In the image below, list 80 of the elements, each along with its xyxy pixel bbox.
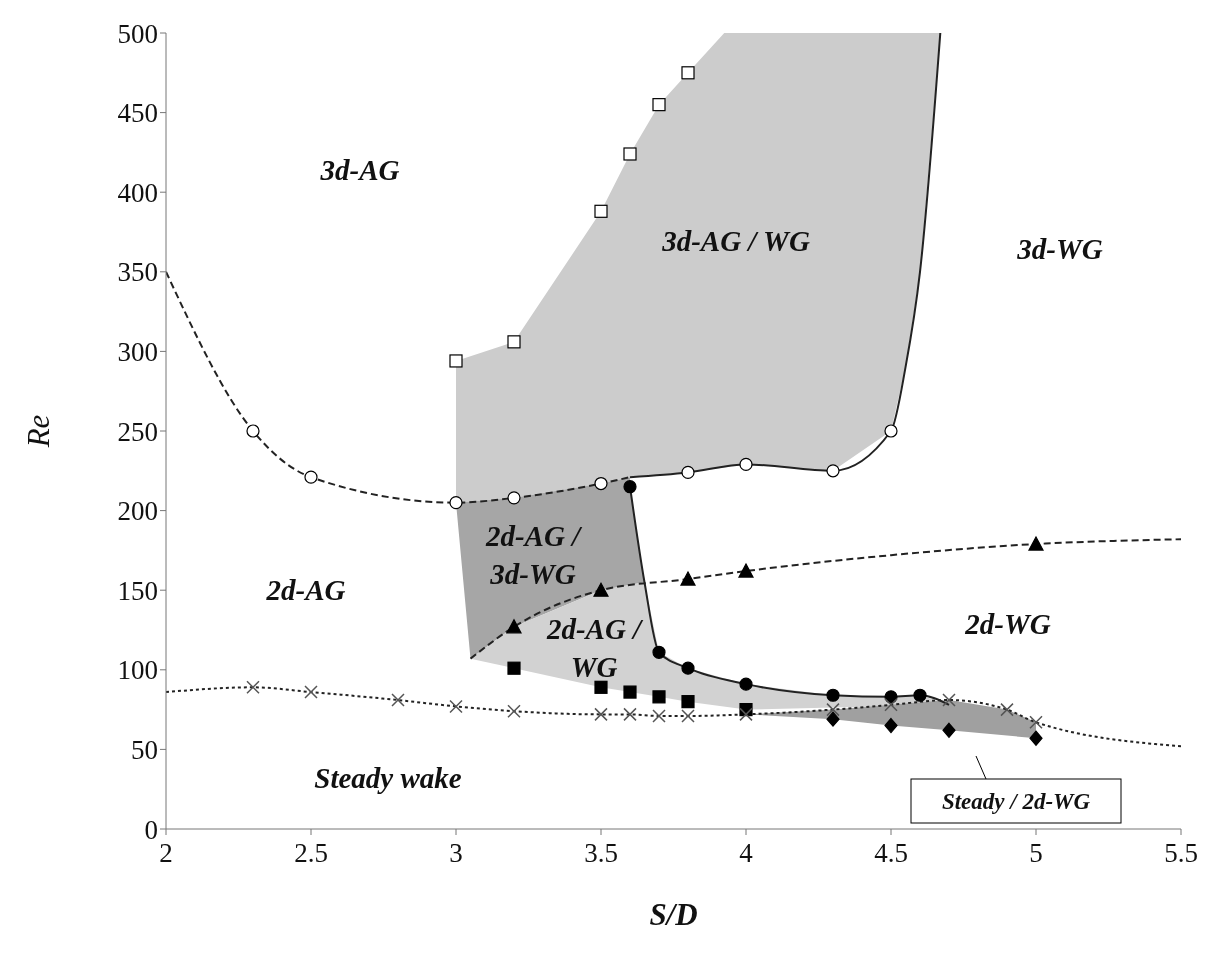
point bbox=[738, 563, 754, 578]
point bbox=[913, 688, 927, 702]
y-tick-label: 50 bbox=[131, 734, 158, 765]
y-axis-title: Re bbox=[21, 414, 57, 449]
point bbox=[246, 424, 260, 438]
point bbox=[507, 491, 521, 505]
point bbox=[1029, 730, 1043, 746]
point bbox=[507, 661, 521, 675]
point bbox=[681, 695, 695, 709]
point bbox=[884, 717, 898, 734]
point bbox=[826, 702, 840, 717]
y-tick-label: 300 bbox=[117, 336, 158, 367]
point bbox=[507, 704, 521, 718]
point bbox=[826, 464, 840, 478]
point bbox=[681, 465, 695, 479]
annotation: 2d-AG / 3d-WG bbox=[484, 520, 584, 590]
annotation: 3d-AG / WG bbox=[661, 225, 810, 257]
y-tick-label: 150 bbox=[117, 575, 158, 606]
point bbox=[449, 354, 463, 368]
point bbox=[623, 147, 637, 161]
point bbox=[739, 707, 753, 722]
annotation: 3d-WG bbox=[1016, 233, 1103, 265]
y-tick-label: 100 bbox=[117, 655, 158, 686]
point bbox=[623, 480, 637, 494]
point bbox=[884, 698, 898, 712]
point bbox=[391, 693, 405, 707]
point bbox=[1028, 536, 1044, 551]
point bbox=[652, 690, 666, 704]
y-tick-label: 200 bbox=[117, 496, 158, 527]
annotation: 2d-AG bbox=[265, 574, 346, 606]
point bbox=[681, 66, 695, 80]
annotation: Steady wake bbox=[314, 762, 462, 794]
x-tick-label: 2.5 bbox=[294, 838, 328, 869]
point bbox=[304, 470, 318, 484]
annotation: 2d-AG / WG bbox=[545, 613, 645, 683]
point bbox=[942, 722, 956, 738]
point bbox=[652, 645, 666, 659]
point bbox=[449, 699, 463, 714]
point bbox=[681, 709, 695, 723]
y-tick-label: 0 bbox=[144, 814, 158, 845]
y-tick-label: 450 bbox=[117, 98, 158, 129]
point bbox=[826, 711, 840, 727]
y-tick-label: 250 bbox=[117, 416, 158, 447]
point bbox=[594, 707, 608, 722]
annotation: 2d-WG bbox=[964, 608, 1051, 640]
point bbox=[304, 685, 318, 699]
point bbox=[942, 693, 956, 707]
x-tick-label: 4.5 bbox=[874, 838, 908, 869]
point bbox=[739, 677, 753, 691]
annotation: Steady / 2d-WG bbox=[941, 788, 1091, 814]
point bbox=[826, 688, 840, 702]
point bbox=[681, 661, 695, 675]
point bbox=[594, 476, 608, 491]
point bbox=[623, 685, 637, 699]
x-tick-label: 3 bbox=[449, 838, 463, 869]
point bbox=[680, 571, 696, 586]
point bbox=[507, 335, 521, 349]
x-tick-label: 4 bbox=[739, 838, 754, 869]
point bbox=[652, 709, 666, 723]
y-tick-label: 350 bbox=[117, 257, 158, 288]
point bbox=[739, 457, 753, 472]
point bbox=[449, 496, 463, 510]
point bbox=[506, 619, 522, 634]
point bbox=[593, 582, 609, 597]
annotation: 3d-AG bbox=[319, 154, 400, 186]
y-tick-label: 400 bbox=[117, 177, 158, 208]
point bbox=[1029, 715, 1043, 730]
x-tick-label: 3.5 bbox=[584, 838, 618, 869]
point bbox=[884, 424, 898, 438]
x-axis-title: S/D bbox=[649, 897, 698, 932]
point bbox=[594, 680, 608, 694]
point bbox=[246, 680, 260, 695]
x-tick-label: 2 bbox=[159, 838, 173, 869]
y-tick-label: 500 bbox=[117, 18, 158, 49]
x-tick-label: 5.5 bbox=[1164, 838, 1198, 869]
point bbox=[652, 98, 666, 112]
point bbox=[623, 707, 637, 722]
point bbox=[594, 204, 608, 218]
point bbox=[1000, 702, 1014, 717]
x-tick-label: 5 bbox=[1029, 838, 1043, 869]
